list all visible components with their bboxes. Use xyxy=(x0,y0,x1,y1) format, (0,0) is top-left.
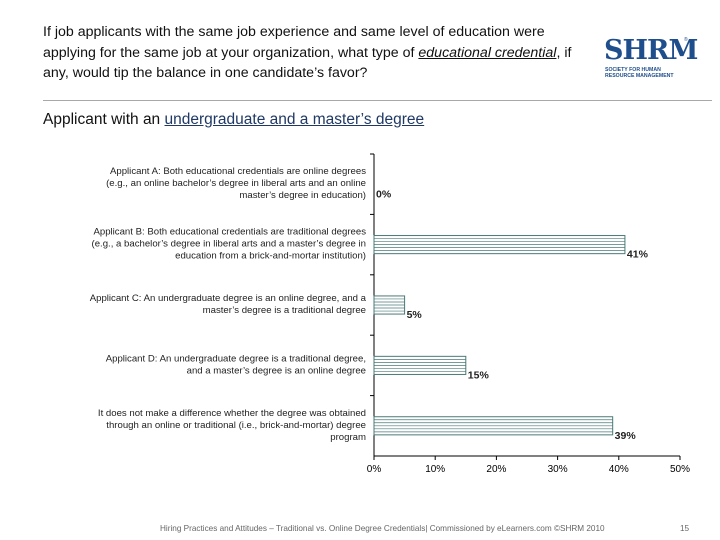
bar-chart: 0% 10% 20% 30% 40% 50% 0% Applicant A: Both edu… xyxy=(90,153,690,475)
category-label: It does not make a difference whether th… xyxy=(98,408,366,443)
category-label-line: (e.g., a bachelor’s degree in liberal ar… xyxy=(92,239,366,250)
category-label: Applicant C: An undergraduate degree is … xyxy=(90,293,367,316)
category-label-line: through an online or traditional (i.e., … xyxy=(106,420,366,431)
data-label: 41% xyxy=(627,249,649,261)
question-part-1: If job applicants with the same job expe… xyxy=(43,24,545,61)
category-label-line: master’s degree in education) xyxy=(239,190,366,201)
category-label-line: master’s degree is a traditional degree xyxy=(203,305,366,316)
logo-wordmark: SHRM xyxy=(604,35,698,66)
category-label: Applicant D: An undergraduate degree is … xyxy=(106,353,366,376)
data-label: 5% xyxy=(407,309,423,321)
page-number: 15 xyxy=(680,524,690,533)
subtitle-prefix: Applicant with an xyxy=(43,111,165,128)
x-tick-label: 20% xyxy=(486,464,506,475)
question-part-3: , if any, would tip the balance in one c… xyxy=(43,44,572,82)
category-label-line: Applicant B: Both educational credential… xyxy=(93,227,366,238)
subtitle-emphasis: undergraduate and a master’s degree xyxy=(164,111,425,128)
x-tick-label: 30% xyxy=(548,464,568,475)
category-label-line: (e.g., an online bachelor’s degree in li… xyxy=(106,178,366,189)
data-label: 39% xyxy=(615,430,637,442)
category-label-line: education from a brick-and-mortar instit… xyxy=(175,251,366,262)
x-tick-label: 10% xyxy=(425,464,445,475)
header-divider xyxy=(43,100,712,101)
logo-tagline-line-2: RESOURCE MANAGEMENT xyxy=(605,73,674,79)
category-label-line: and a master’s degree is an online degre… xyxy=(187,365,366,376)
category-label-line: program xyxy=(330,432,366,443)
category-label: Applicant A: Both educational credential… xyxy=(106,166,366,201)
category-label-line: Applicant D: An undergraduate degree is … xyxy=(106,353,366,364)
logo-tagline-line-1: SOCIETY FOR HUMAN xyxy=(605,67,661,73)
question-text: If job applicants with the same job expe… xyxy=(43,22,588,84)
category-label-line: It does not make a difference whether th… xyxy=(98,408,366,419)
data-label: 0% xyxy=(376,188,392,200)
logo-registered-mark: ® xyxy=(684,37,688,43)
shrm-logo: SHRM ® SOCIETY FOR HUMAN RESOURCE MANAGE… xyxy=(604,36,698,86)
category-label-line: Applicant C: An undergraduate degree is … xyxy=(90,293,367,304)
data-label: 15% xyxy=(468,369,490,381)
footer-text: Hiring Practices and Attitudes – Traditi… xyxy=(160,524,605,533)
question-emphasis: educational credential xyxy=(418,44,557,61)
logo-tagline: SOCIETY FOR HUMAN RESOURCE MANAGEMENT xyxy=(605,67,674,79)
x-tick-label: 50% xyxy=(670,464,690,475)
category-label-line: Applicant A: Both educational credential… xyxy=(110,166,366,177)
category-label: Applicant B: Both educational credential… xyxy=(92,227,367,262)
chart-subtitle: Applicant with an undergraduate and a ma… xyxy=(43,111,424,129)
x-tick-label: 0% xyxy=(367,464,382,475)
x-tick-label: 40% xyxy=(609,464,629,475)
